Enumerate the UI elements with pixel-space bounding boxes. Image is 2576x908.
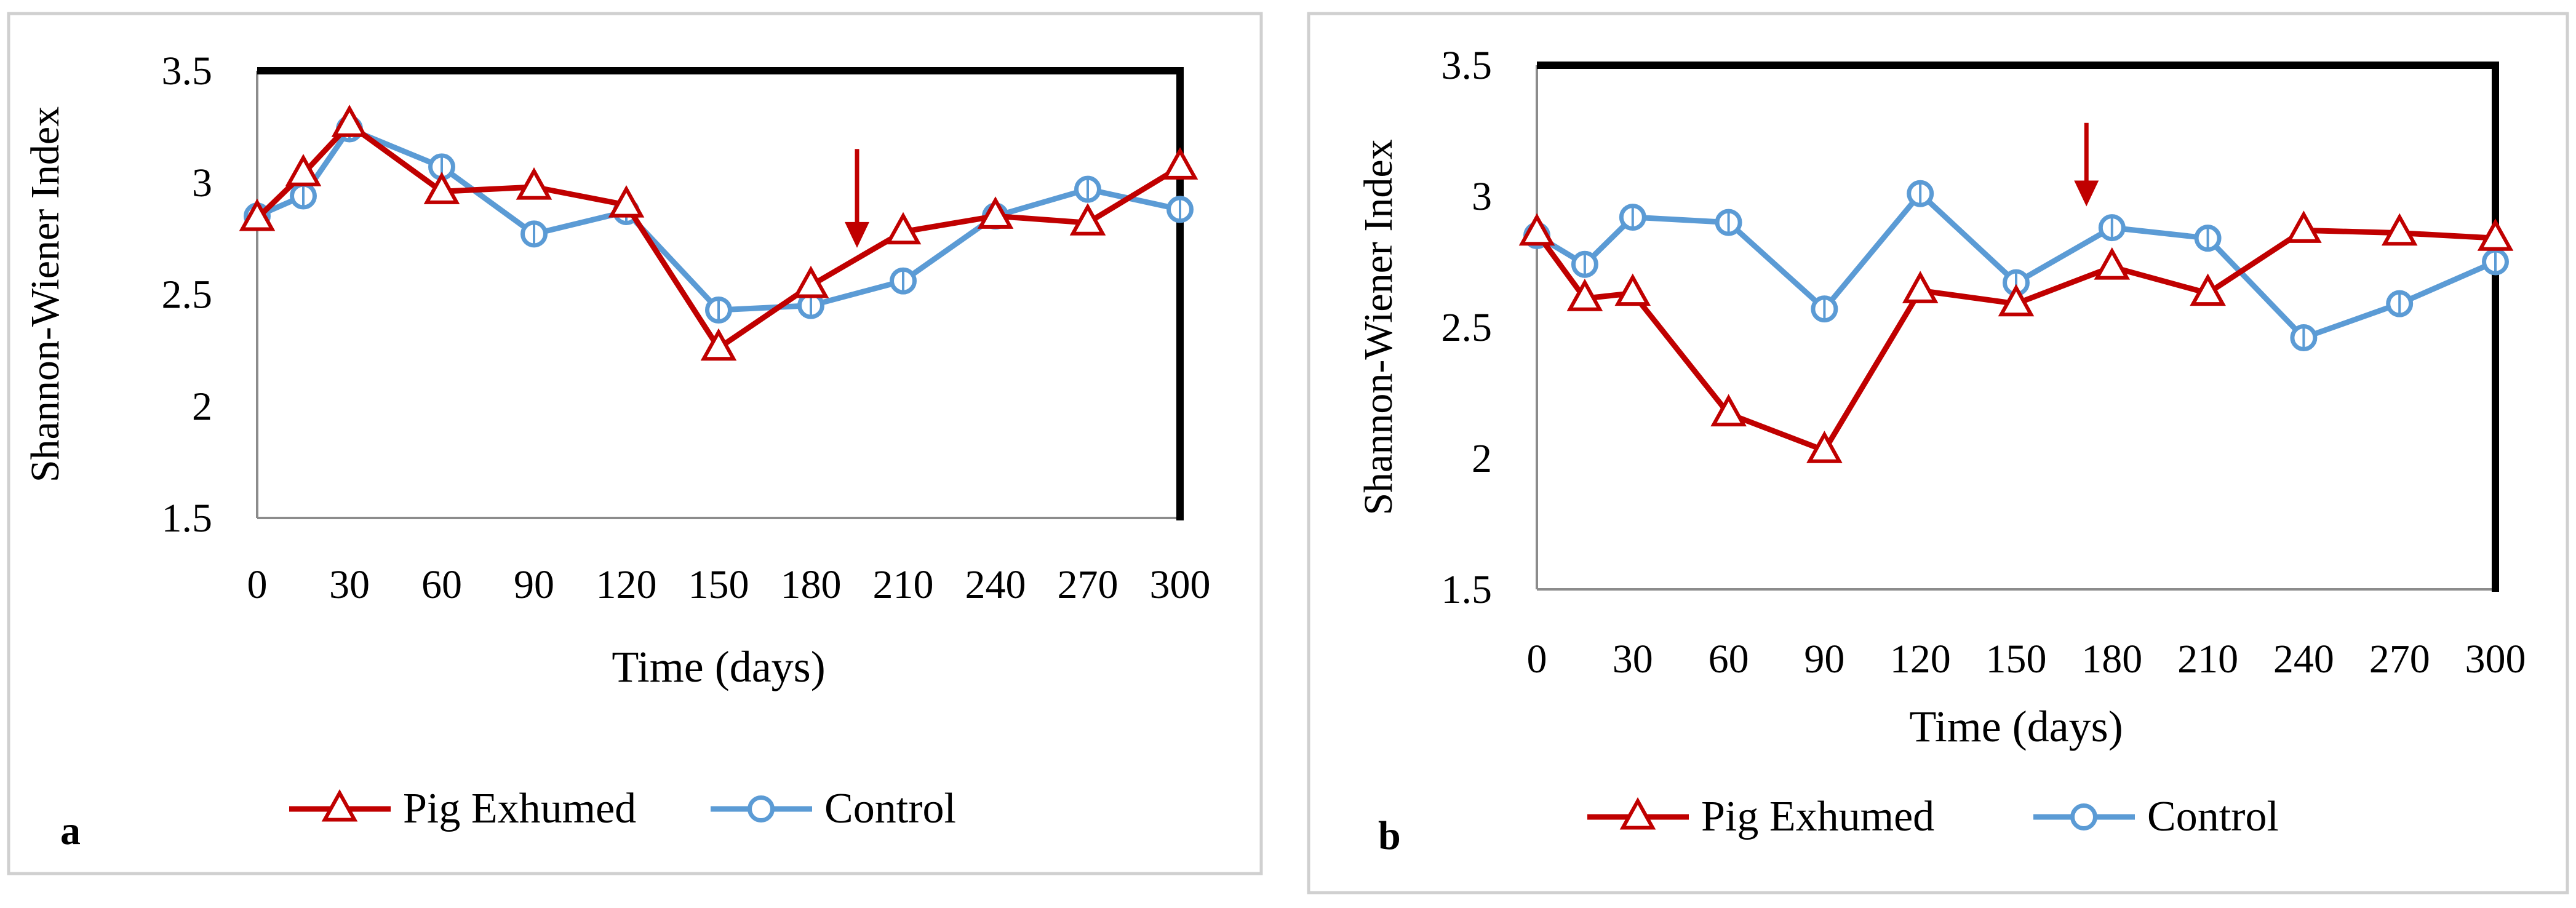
data-point-pig-exhumed — [1902, 271, 1939, 303]
x-tick-label: 60 — [421, 562, 462, 607]
chart-panel-b: 1.5 2 2.5 3 3.5 0 30 60 90 120 150 180 210 240 270 300 T… — [1307, 12, 2569, 894]
legend-label: Pig Exhumed — [1701, 793, 1934, 840]
x-tick-label: 90 — [514, 562, 554, 607]
data-point-pig-exhumed — [1566, 279, 1603, 311]
legend-marker-triangle-icon — [1619, 797, 1656, 830]
y-tick-label: 2.5 — [162, 273, 213, 317]
data-point-pig-exhumed — [700, 328, 737, 361]
annotation-arrow-head — [845, 221, 869, 248]
panel-border — [7, 12, 1263, 875]
data-point-pig-exhumed — [1998, 284, 2035, 317]
data-point-pig-exhumed — [2190, 273, 2226, 306]
data-point-pig-exhumed — [1518, 213, 1555, 246]
x-tick-label: 300 — [2465, 637, 2526, 682]
x-tick-label: 30 — [1613, 637, 1653, 682]
data-point-pig-exhumed — [423, 172, 460, 204]
x-tick-label: 90 — [1804, 637, 1844, 682]
data-point-pig-exhumed — [1069, 203, 1106, 236]
y-tick-label: 3.5 — [162, 49, 213, 94]
x-tick-label: 210 — [873, 562, 934, 607]
x-axis-label: Time (days) — [612, 642, 825, 691]
y-tick-label: 2 — [192, 384, 212, 429]
data-point-pig-exhumed — [331, 105, 368, 137]
y-axis-label: Shannon-Wiener Index — [1356, 139, 1401, 515]
x-tick-label: 30 — [329, 562, 370, 607]
legend-marker-circle-icon — [748, 795, 775, 822]
x-axis-label: Time (days) — [1909, 702, 2123, 751]
y-tick-label: 2 — [1472, 436, 1492, 481]
legend-label: Control — [2147, 793, 2279, 840]
legend-label: Pig Exhumed — [403, 785, 636, 832]
x-tick-label: 270 — [2369, 637, 2430, 682]
x-tick-label: 150 — [688, 562, 749, 607]
y-axis-label: Shannon-Wiener Index — [23, 106, 68, 482]
x-tick-label: 60 — [1709, 637, 1749, 682]
data-point-pig-exhumed — [2381, 213, 2418, 246]
y-tick-label: 1.5 — [162, 496, 213, 541]
y-tick-label: 1.5 — [1442, 567, 1493, 612]
x-tick-label: 120 — [596, 562, 657, 607]
x-tick-label: 240 — [2273, 637, 2334, 682]
y-tick-label: 3 — [192, 161, 212, 205]
legend-marker-circle-icon — [2070, 803, 2097, 830]
panel-label: b — [1378, 813, 1401, 858]
y-tick-label: 3 — [1472, 174, 1492, 219]
series-line-control — [256, 126, 1181, 313]
data-point-pig-exhumed — [1162, 147, 1198, 180]
x-tick-label: 0 — [1527, 637, 1547, 682]
y-tick-label: 2.5 — [1442, 305, 1493, 350]
x-tick-label: 210 — [2177, 637, 2238, 682]
panel-label: a — [60, 808, 81, 853]
x-tick-label: 300 — [1150, 562, 1211, 607]
data-point-pig-exhumed — [2286, 210, 2322, 243]
y-tick-label: 3.5 — [1442, 43, 1493, 88]
data-point-pig-exhumed — [1710, 394, 1747, 427]
x-tick-label: 270 — [1058, 562, 1119, 607]
data-point-pig-exhumed — [1806, 431, 1843, 463]
data-point-pig-exhumed — [792, 265, 829, 298]
data-point-pig-exhumed — [608, 185, 645, 218]
data-point-pig-exhumed — [516, 167, 552, 200]
data-point-pig-exhumed — [239, 198, 276, 231]
x-tick-label: 120 — [1890, 637, 1951, 682]
x-tick-label: 150 — [1986, 637, 2047, 682]
data-point-pig-exhumed — [285, 154, 322, 186]
chart-panel-a: 1.5 2 2.5 3 3.5 0 30 60 90 120 150 180 210 240 270 300 T… — [7, 12, 1263, 875]
panel-border — [1307, 12, 2569, 894]
x-tick-label: 240 — [965, 562, 1026, 607]
annotation-arrow-head — [2074, 180, 2099, 207]
data-point-pig-exhumed — [2094, 247, 2131, 280]
data-point-pig-exhumed — [1614, 273, 1651, 306]
data-point-pig-exhumed — [977, 196, 1014, 229]
legend-marker-triangle-icon — [321, 789, 358, 822]
x-tick-label: 0 — [247, 562, 268, 607]
data-point-pig-exhumed — [885, 212, 922, 245]
x-tick-label: 180 — [2081, 637, 2142, 682]
data-point-pig-exhumed — [2477, 218, 2514, 251]
x-tick-label: 180 — [781, 562, 842, 607]
legend-label: Control — [824, 785, 956, 832]
